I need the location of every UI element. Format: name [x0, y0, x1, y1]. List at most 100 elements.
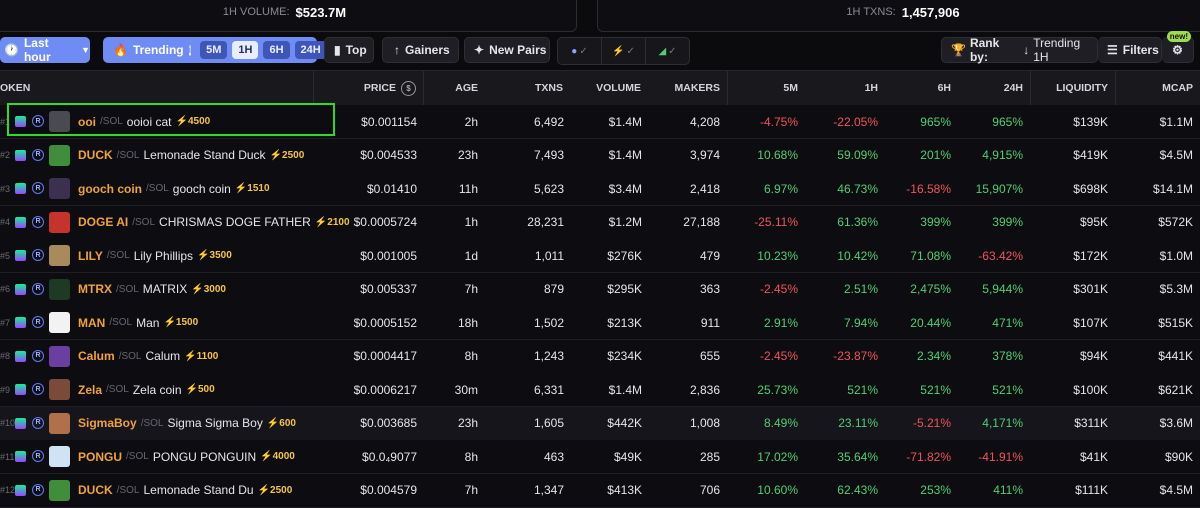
- token-cell[interactable]: gooch coin/SOL gooch coin ⚡1510: [78, 172, 270, 205]
- settings-button[interactable]: ⚙ new!: [1162, 31, 1194, 63]
- timeframe-5m[interactable]: 5M: [200, 41, 228, 59]
- solana-chain-icon: [15, 417, 26, 429]
- token-avatar: [49, 278, 70, 300]
- cell-volume: $1.4M: [608, 114, 642, 129]
- cell-c24h: -63.42%: [978, 248, 1023, 263]
- megaphone-icon: ◢: [658, 45, 667, 57]
- cell-liquidity: $301K: [1073, 282, 1108, 296]
- timeframe-1h[interactable]: 1H: [232, 41, 259, 59]
- token-cell[interactable]: Zela/SOL Zela coin ⚡500: [78, 373, 215, 406]
- token-chain: /SOL: [100, 116, 123, 127]
- rank-number: #8: [0, 351, 11, 361]
- cell-c24h: 378%: [992, 349, 1023, 363]
- cell-volume: $1.4M: [608, 382, 642, 397]
- clock-icon: 🕐: [4, 43, 19, 57]
- rank-number: #7: [0, 317, 11, 328]
- token-cell[interactable]: DOGE AI/SOL CHRISMAS DOGE FATHER ⚡2100: [78, 206, 350, 239]
- col-price[interactable]: PRICE $: [320, 71, 416, 105]
- timeframe-6h[interactable]: 6H: [263, 41, 290, 59]
- col-24h[interactable]: 24H: [1003, 82, 1023, 94]
- token-cell[interactable]: PONGU/SOL PONGU PONGUIN ⚡4000: [78, 440, 295, 473]
- token-chain: /SOL: [140, 417, 164, 429]
- token-cell[interactable]: MTRX/SOL MATRIX ⚡3000: [78, 273, 226, 306]
- table-row[interactable]: #4 R DOGE AI/SOL CHRISMAS DOGE FATHER ⚡2100 $…: [0, 205, 1200, 240]
- cell-txns: 1,243: [533, 349, 564, 363]
- table-row[interactable]: #9 R Zela/SOL Zela coin ⚡500 $0.0006217 30m 6,3…: [0, 373, 1200, 407]
- token-cell[interactable]: SigmaBoy/SOL Sigma Sigma Boy ⚡600: [78, 407, 296, 440]
- trending-label[interactable]: Trending: [132, 43, 184, 57]
- table-row[interactable]: #5 R LILY/SOL Lily Phillips ⚡3500 $0.001005 1d…: [0, 239, 1200, 273]
- token-symbol: PONGU: [78, 449, 123, 464]
- info-icon[interactable]: i: [188, 44, 192, 56]
- col-6h[interactable]: 6H: [937, 82, 951, 94]
- col-1h[interactable]: 1H: [864, 82, 878, 94]
- cell-c5m: 8.49%: [763, 416, 798, 430]
- rank-number: #10: [0, 418, 16, 428]
- arrow-up-icon: ↑: [394, 43, 400, 57]
- top-label: Top: [345, 43, 367, 57]
- cell-makers: 1,008: [689, 416, 720, 430]
- cell-age: 7h: [464, 483, 478, 497]
- new-pairs-button[interactable]: ✦ New Pairs: [464, 37, 550, 63]
- cell-liquidity: $172K: [1073, 248, 1108, 263]
- cell-txns: 1,011: [534, 248, 564, 263]
- token-name: PONGU PONGUIN: [152, 449, 257, 464]
- gainers-button[interactable]: ↑ Gainers: [382, 37, 459, 63]
- cell-c24h: 5,944%: [982, 282, 1023, 296]
- profile-filter[interactable]: ● ✓: [558, 38, 602, 64]
- col-5m[interactable]: 5M: [783, 82, 798, 94]
- cell-volume: $234K: [607, 349, 642, 363]
- table-row[interactable]: #8 R Calum/SOL Calum ⚡1100 $0.0004417 8h 1,243 $…: [0, 339, 1200, 374]
- col-liquidity[interactable]: LIQUIDITY: [1056, 82, 1108, 94]
- check-icon: ✓: [579, 45, 588, 57]
- cell-liquidity: $419K: [1073, 148, 1108, 162]
- token-chain: /SOL: [146, 183, 169, 194]
- cell-volume: $213K: [607, 315, 642, 330]
- cell-volume: $3.4M: [608, 181, 642, 196]
- rank-by-dropdown[interactable]: 🏆 Rank by: ↓ Trending 1H: [941, 36, 1098, 64]
- solana-chain-icon: [15, 350, 26, 362]
- token-symbol: SigmaBoy: [78, 416, 137, 430]
- cell-liquidity: $100K: [1073, 382, 1108, 397]
- divider: [313, 71, 314, 105]
- dollar-circle-icon[interactable]: $: [401, 80, 416, 96]
- ads-filter[interactable]: ◢ ✓: [646, 38, 689, 64]
- table-row[interactable]: #7 R MAN/SOL Man ⚡1500 $0.0005152 18h 1,502 $213…: [0, 306, 1200, 340]
- cell-makers: 2,836: [689, 382, 720, 397]
- col-token[interactable]: OKEN: [0, 82, 31, 94]
- token-cell[interactable]: ooi/SOL ooioi cat ⚡4500: [78, 105, 210, 138]
- rank-number: #6: [0, 284, 11, 294]
- cell-age: 23h: [457, 148, 478, 162]
- token-cell[interactable]: DUCK/SOL Lemonade Stand Duck ⚡2500: [78, 139, 304, 172]
- table-row[interactable]: #6 R MTRX/SOL MATRIX ⚡3000 $0.005337 7h 879 $295…: [0, 272, 1200, 307]
- rank-by-label: Rank by:: [969, 36, 1000, 64]
- solana-chain-icon: [15, 116, 26, 127]
- token-cell[interactable]: MAN/SOL Man ⚡1500: [78, 306, 198, 339]
- divider: [1115, 71, 1116, 105]
- top-button[interactable]: ▮ Top: [324, 37, 374, 63]
- table-row[interactable]: #11 R PONGU/SOL PONGU PONGUIN ⚡4000 $0.0₄9077…: [0, 440, 1200, 474]
- table-row[interactable]: #10 R SigmaBoy/SOL Sigma Sigma Boy ⚡600 $0.00…: [0, 406, 1200, 441]
- txns-stat-box: 1H TXNS: 1,457,906: [597, 0, 1200, 32]
- col-mcap[interactable]: MCAP: [1162, 82, 1193, 94]
- token-chain: /SOL: [116, 283, 139, 295]
- solana-chain-icon: [15, 216, 26, 228]
- cell-liquidity: $311K: [1074, 416, 1108, 430]
- token-symbol: DOGE AI: [78, 215, 129, 229]
- timeframe-24h[interactable]: 24H: [294, 41, 327, 59]
- col-makers[interactable]: MAKERS: [674, 82, 720, 94]
- token-cell[interactable]: LILY/SOL Lily Phillips ⚡3500: [78, 239, 232, 272]
- boost-filter[interactable]: ⚡ ✓: [602, 38, 646, 64]
- col-txns[interactable]: TXNS: [534, 82, 563, 94]
- token-cell[interactable]: DUCK/SOL Lemonade Stand Du ⚡2500: [78, 474, 292, 507]
- token-cell[interactable]: Calum/SOL Calum ⚡1100: [78, 340, 218, 373]
- col-age[interactable]: AGE: [455, 82, 478, 94]
- last-hour-dropdown[interactable]: 🕐 Last hour ▼: [0, 36, 90, 64]
- trending-group: 🔥 Trending i 5M 1H 6H 24H: [103, 37, 327, 63]
- filters-button[interactable]: ☰ Filters: [1098, 37, 1162, 63]
- col-volume[interactable]: VOLUME: [596, 82, 641, 94]
- table-row[interactable]: #2 R DUCK/SOL Lemonade Stand Duck ⚡2500 $0.00…: [0, 138, 1200, 173]
- table-row[interactable]: #12 R DUCK/SOL Lemonade Stand Du ⚡2500 $0.004…: [0, 473, 1200, 508]
